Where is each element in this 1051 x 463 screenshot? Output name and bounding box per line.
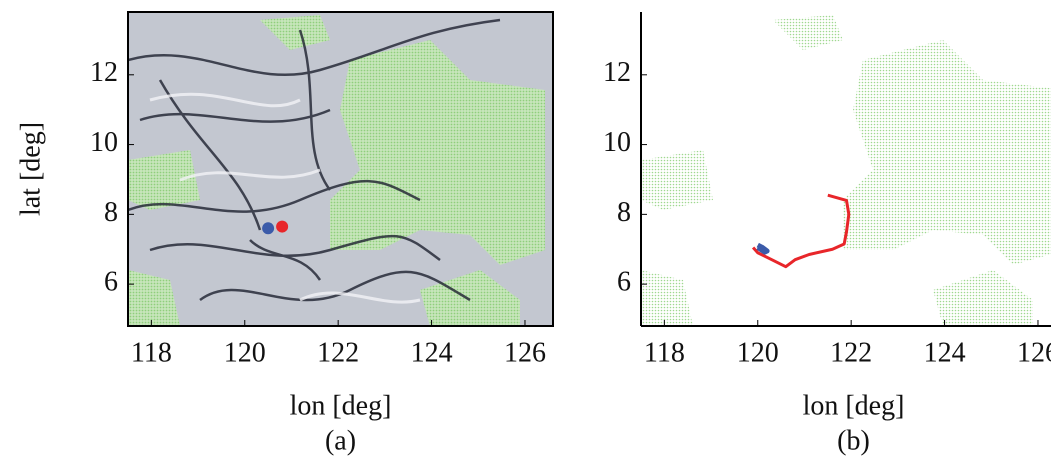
x-tick-label: 120 <box>737 337 779 368</box>
x-tick-label: 120 <box>224 337 266 368</box>
trajectory <box>751 193 851 269</box>
point <box>276 220 289 233</box>
panel-caption: (b) <box>837 425 870 456</box>
trajectory <box>756 242 770 255</box>
x-tick-label: 124 <box>411 337 453 368</box>
x-tick-label: 124 <box>924 337 966 368</box>
x-tick-label: 126 <box>1017 337 1051 368</box>
y-tick-label: 6 <box>617 267 631 298</box>
y-tick-label: 12 <box>603 57 631 88</box>
y-tick-label: 8 <box>617 197 631 228</box>
panel-caption: (a) <box>325 425 356 456</box>
x-tick-label: 126 <box>504 337 546 368</box>
panel-a-background <box>128 12 553 326</box>
y-tick-label: 12 <box>90 57 118 88</box>
axes-frame <box>127 11 554 327</box>
x-axis-label: lon [deg] <box>290 390 392 421</box>
y-tick-label: 8 <box>104 197 118 228</box>
y-tick-label: 6 <box>104 267 118 298</box>
y-tick-label: 10 <box>603 127 631 158</box>
y-axis-label: lat [deg] <box>15 122 46 216</box>
x-tick-label: 118 <box>644 337 685 368</box>
x-tick-label: 122 <box>317 337 359 368</box>
x-tick-label: 122 <box>830 337 872 368</box>
x-axis-label: lon [deg] <box>803 390 905 421</box>
panel-b-background <box>641 15 1051 326</box>
point <box>262 222 275 235</box>
x-tick-label: 118 <box>131 337 172 368</box>
y-tick-label: 10 <box>90 127 118 158</box>
